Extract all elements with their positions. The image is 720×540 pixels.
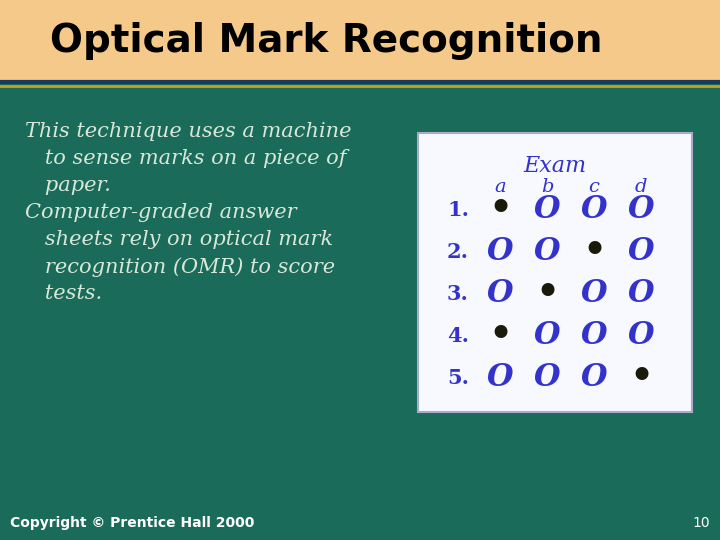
Text: •: •	[487, 314, 513, 357]
Text: to sense marks on a piece of: to sense marks on a piece of	[25, 149, 346, 168]
Text: Exam: Exam	[523, 155, 587, 177]
Text: paper.: paper.	[25, 176, 111, 195]
Text: O: O	[487, 279, 513, 309]
Text: 2.: 2.	[447, 242, 469, 262]
Text: O: O	[534, 194, 560, 226]
Text: O: O	[534, 237, 560, 267]
Text: d: d	[635, 178, 647, 196]
FancyBboxPatch shape	[418, 133, 692, 412]
FancyBboxPatch shape	[0, 0, 720, 82]
Text: O: O	[487, 362, 513, 394]
Text: O: O	[534, 321, 560, 352]
Text: O: O	[487, 237, 513, 267]
Text: •: •	[534, 273, 560, 315]
Text: O: O	[534, 362, 560, 394]
Text: O: O	[581, 321, 607, 352]
Text: a: a	[494, 178, 506, 196]
Text: O: O	[628, 237, 654, 267]
Text: •: •	[628, 356, 654, 400]
Text: Computer-graded answer: Computer-graded answer	[25, 203, 297, 222]
Text: tests.: tests.	[25, 284, 102, 303]
Text: O: O	[628, 321, 654, 352]
Text: recognition (OMR) to score: recognition (OMR) to score	[25, 257, 335, 276]
Text: 10: 10	[693, 516, 710, 530]
Text: 3.: 3.	[447, 284, 469, 304]
Text: O: O	[581, 279, 607, 309]
Text: 4.: 4.	[447, 326, 469, 346]
Text: c: c	[588, 178, 600, 196]
Text: •: •	[487, 188, 513, 232]
Text: Copyright © Prentice Hall 2000: Copyright © Prentice Hall 2000	[10, 516, 254, 530]
Text: O: O	[581, 362, 607, 394]
Text: Optical Mark Recognition: Optical Mark Recognition	[50, 22, 603, 60]
Text: 5.: 5.	[447, 368, 469, 388]
Text: sheets rely on optical mark: sheets rely on optical mark	[25, 230, 333, 249]
Text: O: O	[628, 279, 654, 309]
Text: O: O	[581, 194, 607, 226]
Text: O: O	[628, 194, 654, 226]
Text: •: •	[581, 231, 607, 273]
Text: b: b	[541, 178, 553, 196]
Text: 1.: 1.	[447, 200, 469, 220]
Text: This technique uses a machine: This technique uses a machine	[25, 122, 351, 141]
